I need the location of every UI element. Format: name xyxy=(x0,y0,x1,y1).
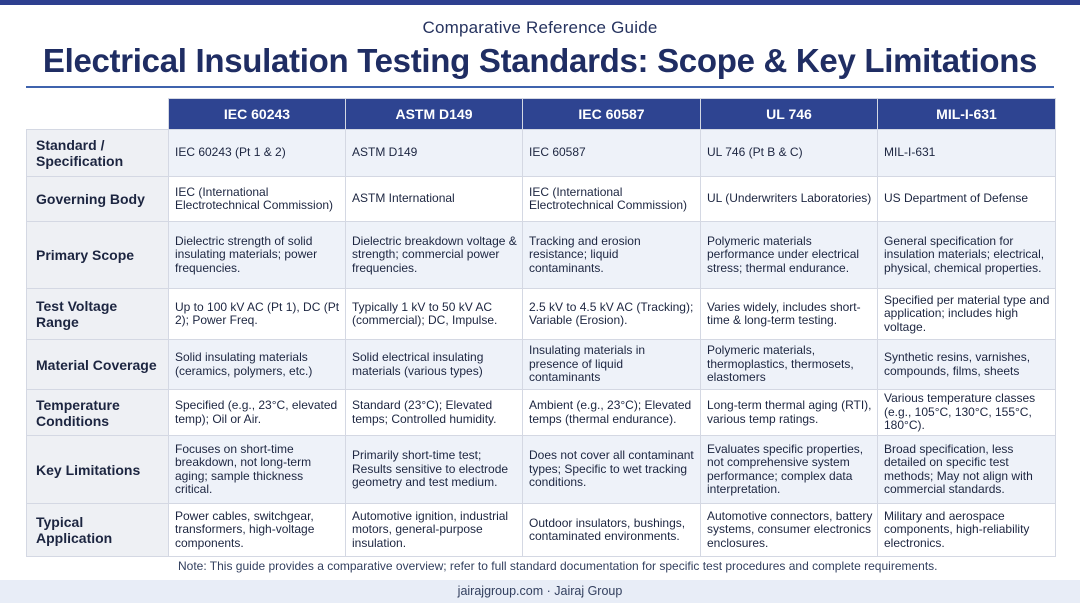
table-row-key-limitations: Key Limitations Focuses on short-time br… xyxy=(26,435,1056,504)
row-label-typical-application: Typical Application xyxy=(26,503,169,557)
table-cell: Military and aerospace components, high-… xyxy=(877,503,1056,557)
table-cell: Ambient (e.g., 23°C); Elevated temps (th… xyxy=(522,389,701,436)
column-header-astm-d149: ASTM D149 xyxy=(345,98,523,130)
row-label-material-coverage: Material Coverage xyxy=(26,339,169,390)
footer-bar: jairajgroup.com · Jairaj Group xyxy=(0,580,1080,603)
column-header-iec-60243: IEC 60243 xyxy=(168,98,346,130)
table-corner xyxy=(26,98,169,130)
column-header-mil-i-631: MIL-I-631 xyxy=(877,98,1056,130)
title-divider xyxy=(26,86,1054,88)
table-cell: ASTM D149 xyxy=(345,129,523,177)
table-cell: Standard (23°C); Elevated temps; Control… xyxy=(345,389,523,436)
table-cell: IEC (International Electrotechnical Comm… xyxy=(168,176,346,222)
row-label-temperature-conditions: Temperature Conditions xyxy=(26,389,169,436)
row-label-primary-scope: Primary Scope xyxy=(26,221,169,289)
column-header-iec-60587: IEC 60587 xyxy=(522,98,701,130)
table-cell: Does not cover all contaminant types; Sp… xyxy=(522,435,701,504)
table-cell: US Department of Defense xyxy=(877,176,1056,222)
page-header: Comparative Reference Guide Electrical I… xyxy=(0,18,1080,80)
page-title: Electrical Insulation Testing Standards:… xyxy=(42,42,1038,79)
table-cell: Polymeric materials, thermoplastics, the… xyxy=(700,339,878,390)
row-label-test-voltage-range: Test Voltage Range xyxy=(26,288,169,340)
row-label-governing-body: Governing Body xyxy=(26,176,169,222)
table-row-primary-scope: Primary Scope Dielectric strength of sol… xyxy=(26,221,1056,289)
table-header-row: IEC 60243 ASTM D149 IEC 60587 UL 746 MIL… xyxy=(26,98,1056,130)
table-cell: Various temperature classes (e.g., 105°C… xyxy=(877,389,1056,436)
table-cell: Automotive connectors, battery systems, … xyxy=(700,503,878,557)
table-cell: Insulating materials in presence of liqu… xyxy=(522,339,701,390)
table-cell: Evaluates specific properties, not compr… xyxy=(700,435,878,504)
footer-credit: jairajgroup.com · Jairaj Group xyxy=(457,584,623,598)
table-cell: Synthetic resins, varnishes, compounds, … xyxy=(877,339,1056,390)
table-cell: IEC 60587 xyxy=(522,129,701,177)
table-cell: MIL-I-631 xyxy=(877,129,1056,177)
table-cell: Solid insulating materials (ceramics, po… xyxy=(168,339,346,390)
table-cell: Primarily short-time test; Results sensi… xyxy=(345,435,523,504)
table-cell: General specification for insulation mat… xyxy=(877,221,1056,289)
column-header-ul-746: UL 746 xyxy=(700,98,878,130)
table-cell: Dielectric breakdown voltage & strength;… xyxy=(345,221,523,289)
table-cell: Tracking and erosion resistance; liquid … xyxy=(522,221,701,289)
table-row-typical-application: Typical Application Power cables, switch… xyxy=(26,503,1056,557)
table-cell: Outdoor insulators, bushings, contaminat… xyxy=(522,503,701,557)
table-row-governing-body: Governing Body IEC (International Electr… xyxy=(26,176,1056,222)
table-cell: Up to 100 kV AC (Pt 1), DC (Pt 2); Power… xyxy=(168,288,346,340)
table-row-temperature-conditions: Temperature Conditions Specified (e.g., … xyxy=(26,389,1056,436)
table-cell: IEC 60243 (Pt 1 & 2) xyxy=(168,129,346,177)
table-cell: Specified per material type and applicat… xyxy=(877,288,1056,340)
table-row-standard: Standard / Specification IEC 60243 (Pt 1… xyxy=(26,129,1056,177)
row-label-key-limitations: Key Limitations xyxy=(26,435,169,504)
table-cell: Long-term thermal aging (RTI), various t… xyxy=(700,389,878,436)
comparison-table: IEC 60243 ASTM D149 IEC 60587 UL 746 MIL… xyxy=(26,98,1056,557)
table-cell: Power cables, switchgear, transformers, … xyxy=(168,503,346,557)
row-label-standard: Standard / Specification xyxy=(26,129,169,177)
table-cell: ASTM International xyxy=(345,176,523,222)
table-cell: Broad specification, less detailed on sp… xyxy=(877,435,1056,504)
table-cell: Polymeric materials performance under el… xyxy=(700,221,878,289)
table-cell: Specified (e.g., 23°C, elevated temp); O… xyxy=(168,389,346,436)
footnote: Note: This guide provides a comparative … xyxy=(178,559,938,573)
table-cell: Solid electrical insulating materials (v… xyxy=(345,339,523,390)
page-subtitle: Comparative Reference Guide xyxy=(422,18,658,37)
table-cell: Typically 1 kV to 50 kV AC (commercial);… xyxy=(345,288,523,340)
table-row-material-coverage: Material Coverage Solid insulating mater… xyxy=(26,339,1056,390)
table-cell: UL (Underwriters Laboratories) xyxy=(700,176,878,222)
table-cell: Automotive ignition, industrial motors, … xyxy=(345,503,523,557)
top-accent-bar xyxy=(0,0,1080,5)
table-cell: Dielectric strength of solid insulating … xyxy=(168,221,346,289)
table-cell: Focuses on short-time breakdown, not lon… xyxy=(168,435,346,504)
table-cell: 2.5 kV to 4.5 kV AC (Tracking); Variable… xyxy=(522,288,701,340)
table-cell: IEC (International Electrotechnical Comm… xyxy=(522,176,701,222)
table-cell: Varies widely, includes short-time & lon… xyxy=(700,288,878,340)
table-row-test-voltage-range: Test Voltage Range Up to 100 kV AC (Pt 1… xyxy=(26,288,1056,340)
table-cell: UL 746 (Pt B & C) xyxy=(700,129,878,177)
